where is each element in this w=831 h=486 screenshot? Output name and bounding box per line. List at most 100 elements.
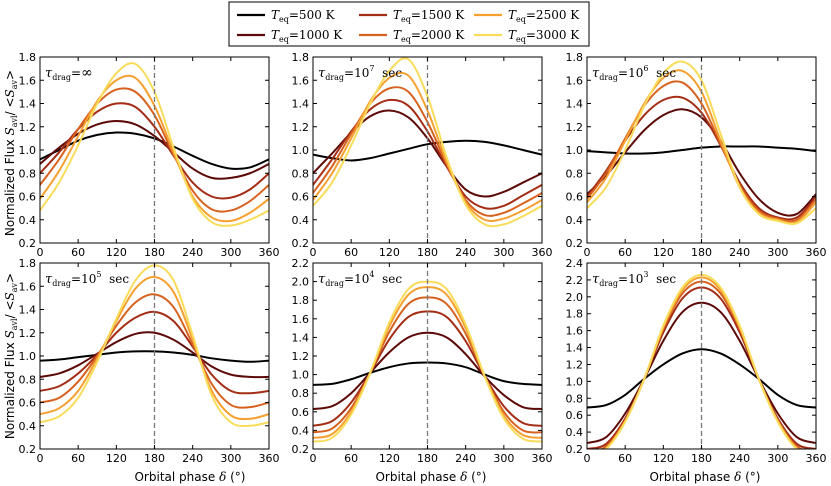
panel-5-ytick-label: 1.2 <box>292 350 310 363</box>
panel-4-ytick-label: 1.6 <box>19 280 37 293</box>
panel-2-ytick-label: 0.6 <box>292 191 310 204</box>
panel-6-ytick-label: 2.0 <box>566 291 584 304</box>
panel-4-ytick-label: 0.6 <box>19 397 37 410</box>
xlabel-center: Orbital phase δ (°) <box>375 470 486 484</box>
panel-1: 0 60 120 180 240 300 360 0.2 0.4 0.6 0.8 1.0 1.2 1.4 1… <box>19 51 280 259</box>
panel-5-ytick-label: 1.0 <box>292 369 310 382</box>
panel-2-xtick-label: 0 <box>310 246 317 259</box>
panel-2-ytick-label: 1.6 <box>292 74 310 87</box>
panel-3-ytick-label: 0.4 <box>566 214 584 227</box>
panel-6-ytick-label: 0.2 <box>566 443 584 456</box>
panel-3-xtick-label: 300 <box>767 246 788 259</box>
panel-6-xtick-label: 60 <box>618 452 632 465</box>
panel-6-ytick-label: 0.8 <box>566 392 584 405</box>
panel-6-ytick-label: 1.4 <box>566 342 584 355</box>
panel-4-xtick-label: 180 <box>144 452 165 465</box>
panel-5-xtick-label: 0 <box>310 452 317 465</box>
panel-3-series-6 <box>587 60 816 225</box>
panel-1-xtick-label: 60 <box>71 246 85 259</box>
panel-6-xtick-label: 360 <box>806 452 827 465</box>
panel-1-xtick-label: 300 <box>220 246 241 259</box>
panel-4-series-2 <box>40 331 269 379</box>
panel-3-xtick-label: 180 <box>691 246 712 259</box>
xlabel-left: Orbital phase δ (°) <box>134 470 245 484</box>
panel-4: 0 60 120 180 240 300 360 0.2 0.4 0.6 0.8 1.0 1.2 1.4 1… <box>19 257 280 465</box>
panel-5-xtick-label: 240 <box>455 452 476 465</box>
legend-frame <box>228 1 590 47</box>
panel-5-ytick-label: 1.4 <box>292 331 310 344</box>
panel-2-ytick-label: 0.4 <box>292 214 310 227</box>
panel-4-xtick-label: 120 <box>106 452 127 465</box>
panel-2-series-1 <box>313 139 542 162</box>
panel-5-ytick-label: 1.6 <box>292 313 310 326</box>
panel-4-xtick-label: 240 <box>182 452 203 465</box>
panel-1-ytick-label: 1.0 <box>19 144 37 157</box>
panel-3-xtick-label: 60 <box>618 246 632 259</box>
panel-6-series-1 <box>587 348 816 409</box>
panel-3-xtick-label: 120 <box>653 246 674 259</box>
legend-label-4: Teq=2500 K <box>508 8 580 24</box>
panel-2-series-6 <box>313 57 542 228</box>
panel-1-title: τdrag=∞ <box>45 65 93 82</box>
panel-5-xtick-label: 300 <box>493 452 514 465</box>
panel-4-series-4 <box>40 293 269 409</box>
panel-2-xtick-label: 360 <box>532 246 553 259</box>
panel-3-xtick-label: 240 <box>729 246 750 259</box>
legend-label-1: Teq=1000 K <box>271 28 343 44</box>
panel-5-ytick-label: 0.4 <box>292 424 310 437</box>
panel-4-ytick-label: 1.2 <box>19 327 37 340</box>
panel-1-ytick-label: 0.8 <box>19 167 37 180</box>
panel-5-xtick-label: 120 <box>379 452 400 465</box>
legend-label-0: Teq=500 K <box>271 8 336 24</box>
panel-3-title: τdrag=106 sec <box>592 64 676 82</box>
panel-4-ytick-label: 0.4 <box>19 420 37 433</box>
ylabel-top: Normalized Flux Savl/ <Sav> <box>3 70 19 236</box>
panel-4-xtick-label: 60 <box>71 452 85 465</box>
panel-2-ytick-label: 0.2 <box>292 237 310 250</box>
panel-6-ytick-label: 0.6 <box>566 409 584 422</box>
panel-3-ytick-label: 1.0 <box>566 144 584 157</box>
legend: Teq=500 K Teq=1000 K Teq=1500 K Teq=2000 K T… <box>228 1 590 47</box>
panel-5-ytick-label: 2.2 <box>292 257 310 270</box>
panel-2-xtick-label: 60 <box>344 246 358 259</box>
panel-4-title: τdrag=105 sec <box>45 270 129 288</box>
panel-3-ytick-label: 1.4 <box>566 98 584 111</box>
panel-2-ytick-label: 1.0 <box>292 144 310 157</box>
panel-5-ytick-label: 2.0 <box>292 276 310 289</box>
panel-6-ytick-label: 1.0 <box>566 375 584 388</box>
panel-2-series <box>313 57 542 228</box>
panel-5-ytick-label: 0.2 <box>292 443 310 456</box>
panel-1-ytick-label: 1.2 <box>19 121 37 134</box>
panel-4-series-5 <box>40 275 269 420</box>
legend-label-2: Teq=1500 K <box>393 8 465 24</box>
panel-6-xtick-label: 0 <box>584 452 591 465</box>
legend-label-3: Teq=2000 K <box>393 28 465 44</box>
panel-2-ytick-label: 0.8 <box>292 167 310 180</box>
panel-5-series-4 <box>313 296 542 434</box>
panel-1-ytick-label: 1.4 <box>19 98 37 111</box>
panel-2-series-5 <box>313 71 542 222</box>
panel-6-ytick-label: 2.2 <box>566 274 584 287</box>
panel-2-ytick-label: 1.4 <box>292 98 310 111</box>
panel-5-ytick-label: 1.8 <box>292 294 310 307</box>
panel-3-ytick-label: 1.2 <box>566 121 584 134</box>
panel-1-xtick-label: 120 <box>106 246 127 259</box>
panel-5: 0 60 120 180 240 300 360 0.2 0.4 0.6 0.8 1.0 1.2 1.4 1… <box>292 257 553 465</box>
panels: 0 60 120 180 240 300 360 0.2 0.4 0.6 0.8 1.0 1.2 1.4 1… <box>19 51 827 465</box>
panel-3-xtick-label: 0 <box>584 246 591 259</box>
panel-5-xtick-label: 60 <box>344 452 358 465</box>
panel-6-ytick-label: 1.6 <box>566 325 584 338</box>
panel-4-xtick-label: 0 <box>37 452 44 465</box>
panel-6-ytick-label: 1.8 <box>566 308 584 321</box>
panel-4-ytick-label: 1.4 <box>19 304 37 317</box>
panel-1-ytick-label: 1.6 <box>19 74 37 87</box>
ylabel-bottom: Normalized Flux Savl/ <Sav> <box>3 273 19 439</box>
panel-1-xtick-label: 0 <box>37 246 44 259</box>
ylabel-bottom-text: Normalized Flux Savl/ <Sav> <box>3 273 19 439</box>
panel-5-ytick-label: 0.8 <box>292 387 310 400</box>
panel-3-series-4 <box>587 80 816 223</box>
xlabel-right: Orbital phase δ (°) <box>649 470 760 484</box>
panel-1-ytick-label: 1.8 <box>19 51 37 64</box>
panel-6-series-2 <box>587 301 816 445</box>
panel-2-xtick-label: 120 <box>379 246 400 259</box>
